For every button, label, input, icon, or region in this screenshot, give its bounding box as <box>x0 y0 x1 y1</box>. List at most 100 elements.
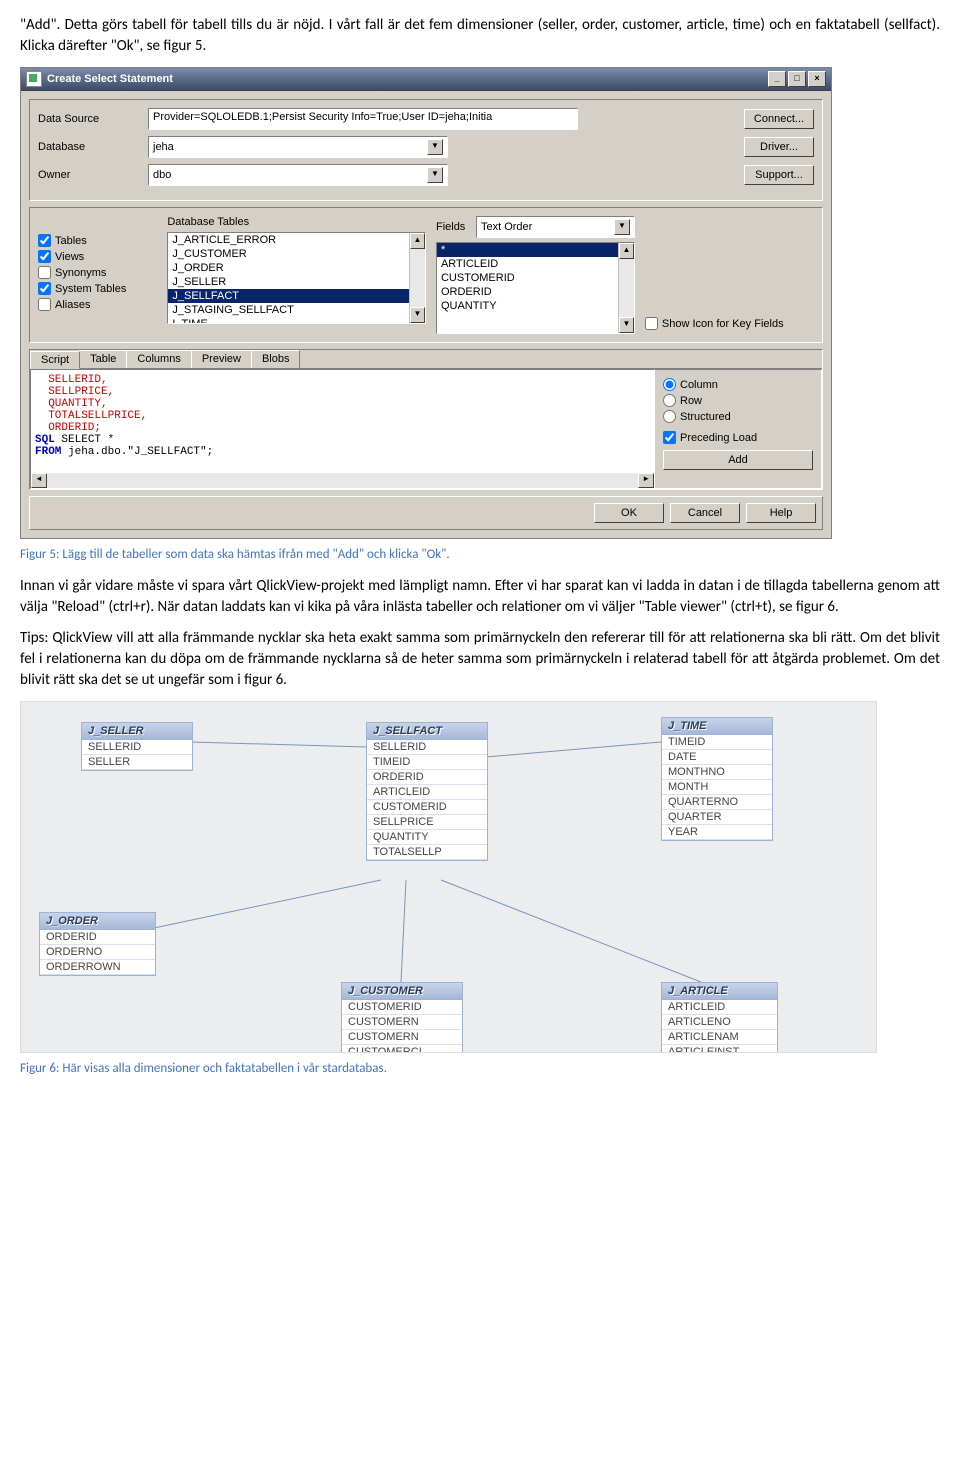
dialog-titlebar: Create Select Statement _ □ × <box>21 68 831 91</box>
tab-blobs[interactable]: Blobs <box>251 350 301 368</box>
table-header: J_CUSTOMER <box>342 983 462 1000</box>
table-field: TIMEID <box>367 755 487 770</box>
list-item[interactable]: J_SELLFACT <box>168 289 425 303</box>
list-item[interactable]: ORDERID <box>437 285 634 299</box>
views-checkbox[interactable]: Views <box>38 250 157 263</box>
preceding-load-checkbox[interactable]: Preceding Load <box>663 431 813 444</box>
tab-preview[interactable]: Preview <box>191 350 252 368</box>
list-item[interactable]: J_ARTICLE_ERROR <box>168 233 425 247</box>
aliases-checkbox[interactable]: Aliases <box>38 298 157 311</box>
tab-script[interactable]: Script <box>30 351 80 369</box>
fields-list[interactable]: ▲▼ *ARTICLEIDCUSTOMERIDORDERIDQUANTITY <box>436 242 635 334</box>
scrollbar[interactable]: ▲▼ <box>618 243 634 333</box>
table-box[interactable]: J_SELLFACTSELLERIDTIMEIDORDERIDARTICLEID… <box>366 722 488 861</box>
show-icon-checkbox[interactable]: Show Icon for Key Fields <box>645 317 784 330</box>
app-icon <box>26 71 42 87</box>
data-source-input[interactable]: Provider=SQLOLEDB.1;Persist Security Inf… <box>148 108 578 130</box>
table-header: J_ARTICLE <box>662 983 777 1000</box>
synonyms-checkbox[interactable]: Synonyms <box>38 266 157 279</box>
table-field: ORDERID <box>40 930 155 945</box>
table-field: YEAR <box>662 825 772 840</box>
tables-panel: Tables Views Synonyms System Tables Alia… <box>29 207 823 343</box>
table-viewer-diagram: J_SELLERSELLERIDSELLERJ_SELLFACTSELLERID… <box>20 701 877 1053</box>
tab-columns[interactable]: Columns <box>126 350 191 368</box>
table-field: QUARTER <box>662 810 772 825</box>
list-item[interactable]: ARTICLEID <box>437 257 634 271</box>
connection-panel: Data Source Provider=SQLOLEDB.1;Persist … <box>29 99 823 201</box>
list-item[interactable]: I_TIME <box>168 317 425 324</box>
tabs: Script Table Columns Preview Blobs <box>30 350 822 369</box>
database-combo[interactable]: jeha▼ <box>148 136 448 158</box>
table-field: QUARTERNO <box>662 795 772 810</box>
list-item[interactable]: J_CUSTOMER <box>168 247 425 261</box>
create-select-dialog: Create Select Statement _ □ × Data Sourc… <box>20 67 832 539</box>
list-item[interactable]: J_ORDER <box>168 261 425 275</box>
list-item[interactable]: J_STAGING_SELLFACT <box>168 303 425 317</box>
table-field: SELLERID <box>82 740 192 755</box>
database-label: Database <box>38 141 148 153</box>
table-field: MONTH <box>662 780 772 795</box>
table-box[interactable]: J_CUSTOMERCUSTOMERIDCUSTOMERNCUSTOMERNCU… <box>341 982 463 1053</box>
table-header: J_TIME <box>662 718 772 735</box>
chevron-down-icon: ▼ <box>427 139 443 155</box>
script-panel: Script Table Columns Preview Blobs XXSEL… <box>29 349 823 490</box>
tables-checkbox[interactable]: Tables <box>38 234 157 247</box>
table-field: SELLER <box>82 755 192 770</box>
cancel-button[interactable]: Cancel <box>670 503 740 523</box>
db-tables-list[interactable]: ▲▼ J_ARTICLE_ERRORJ_CUSTOMERJ_ORDERJ_SEL… <box>167 232 426 324</box>
column-radio[interactable]: Column <box>663 378 813 391</box>
ok-button[interactable]: OK <box>594 503 664 523</box>
table-field: CUSTOMERID <box>367 800 487 815</box>
table-field: CUSTOMERID <box>342 1000 462 1015</box>
paragraph-2: Innan vi går vidare måste vi spara vårt … <box>20 576 940 618</box>
table-header: J_SELLER <box>82 723 192 740</box>
dialog-title: Create Select Statement <box>47 73 173 85</box>
tab-table[interactable]: Table <box>79 350 127 368</box>
table-field: ARTICLEID <box>367 785 487 800</box>
minimize-button[interactable]: _ <box>768 71 786 87</box>
row-radio[interactable]: Row <box>663 394 813 407</box>
table-field: DATE <box>662 750 772 765</box>
table-field: SELLERID <box>367 740 487 755</box>
table-box[interactable]: J_ORDERORDERIDORDERNOORDERROWN <box>39 912 156 976</box>
table-field: MONTHNO <box>662 765 772 780</box>
table-field: TOTALSELLP <box>367 845 487 860</box>
table-box[interactable]: J_ARTICLEARTICLEIDARTICLENOARTICLENAMART… <box>661 982 778 1053</box>
table-field: ARTICLEINST <box>662 1045 777 1053</box>
close-button[interactable]: × <box>808 71 826 87</box>
chevron-down-icon: ▼ <box>614 219 630 235</box>
paragraph-3: Tips: QlickView vill att alla främmande … <box>20 628 940 691</box>
owner-combo[interactable]: dbo▼ <box>148 164 448 186</box>
scrollbar[interactable]: ▲▼ <box>409 233 425 323</box>
script-textarea[interactable]: XXSELLERID, XXSELLPRICE, XXQUANTITY, XXT… <box>30 369 655 489</box>
add-button[interactable]: Add <box>663 450 813 470</box>
table-field: TIMEID <box>662 735 772 750</box>
table-field: SELLPRICE <box>367 815 487 830</box>
fields-order-combo[interactable]: Text Order▼ <box>476 216 635 238</box>
data-source-label: Data Source <box>38 113 148 125</box>
figure6-caption: Figur 6: Här visas alla dimensioner och … <box>20 1061 940 1076</box>
owner-label: Owner <box>38 169 148 181</box>
list-item[interactable]: CUSTOMERID <box>437 271 634 285</box>
h-scrollbar[interactable]: ◄► <box>31 473 654 488</box>
list-item[interactable]: QUANTITY <box>437 299 634 313</box>
support-button[interactable]: Support... <box>744 165 814 185</box>
table-box[interactable]: J_SELLERSELLERIDSELLER <box>81 722 193 771</box>
maximize-button[interactable]: □ <box>788 71 806 87</box>
table-header: J_ORDER <box>40 913 155 930</box>
table-field: ORDERNO <box>40 945 155 960</box>
help-button[interactable]: Help <box>746 503 816 523</box>
table-box[interactable]: J_TIMETIMEIDDATEMONTHNOMONTHQUARTERNOQUA… <box>661 717 773 841</box>
connect-button[interactable]: Connect... <box>744 109 814 129</box>
list-item[interactable]: J_SELLER <box>168 275 425 289</box>
list-item[interactable]: * <box>437 243 634 257</box>
structured-radio[interactable]: Structured <box>663 410 813 423</box>
table-field: ARTICLEID <box>662 1000 777 1015</box>
table-field: ARTICLENAM <box>662 1030 777 1045</box>
figure5-caption: Figur 5: Lägg till de tabeller som data … <box>20 547 940 562</box>
table-field: QUANTITY <box>367 830 487 845</box>
system-tables-checkbox[interactable]: System Tables <box>38 282 157 295</box>
table-field: CUSTOMERN <box>342 1015 462 1030</box>
driver-button[interactable]: Driver... <box>744 137 814 157</box>
fields-label: Fields <box>436 221 476 233</box>
